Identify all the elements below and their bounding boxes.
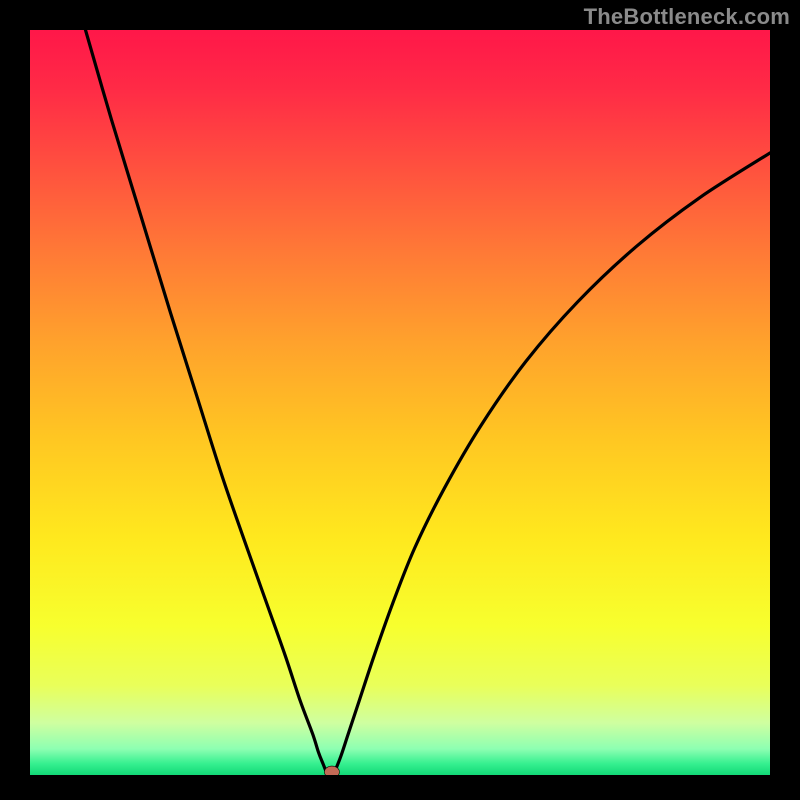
chart-frame: TheBottleneck.com [0,0,800,800]
watermark-text: TheBottleneck.com [584,4,790,30]
plot-svg [30,30,770,775]
min-point-marker [324,766,339,775]
plot-area [30,30,770,775]
gradient-background [30,30,770,775]
